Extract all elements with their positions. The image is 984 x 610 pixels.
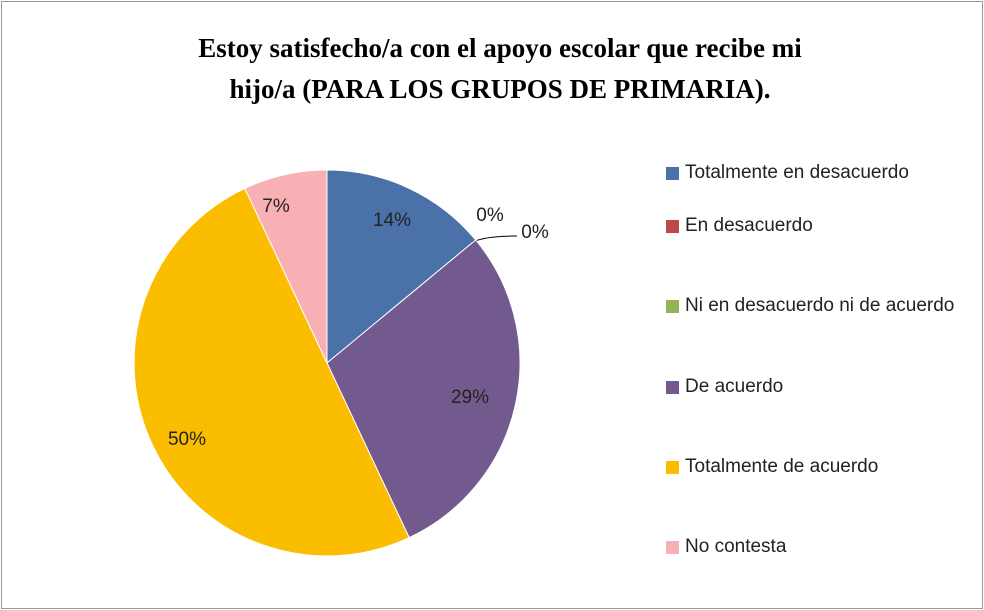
legend-swatch: [666, 381, 679, 394]
data-label: 0%: [521, 222, 549, 243]
legend-label: De acuerdo: [685, 376, 784, 397]
data-label: 29%: [451, 387, 489, 408]
legend-label: En desacuerdo: [685, 215, 813, 236]
legend-label: No contesta: [685, 536, 787, 557]
pie-slice: [326, 239, 521, 539]
legend-item: No contesta: [660, 530, 960, 564]
legend-swatch: [666, 541, 679, 554]
legend-swatch: [666, 220, 679, 233]
legend-label: Totalmente de acuerdo: [685, 456, 879, 477]
legend-item: Totalmente de acuerdo: [660, 450, 960, 484]
legend-swatch: [666, 300, 679, 313]
data-label: 14%: [373, 210, 411, 231]
pie-slice: [326, 169, 477, 365]
data-label: 50%: [168, 429, 206, 450]
legend-label: Totalmente en desacuerdo: [685, 162, 909, 183]
legend-item: En desacuerdo: [660, 209, 960, 243]
data-label: 0%: [476, 205, 504, 226]
legend-item: De acuerdo: [660, 370, 960, 404]
legend-label: Ni en desacuerdo ni de acuerdo: [685, 295, 955, 316]
data-label: 7%: [262, 196, 290, 217]
legend-swatch: [666, 461, 679, 474]
pie-slice: [244, 169, 328, 364]
legend-item: Totalmente en desacuerdo: [660, 156, 960, 190]
legend-swatch: [666, 167, 679, 180]
legend-item: Ni en desacuerdo ni de acuerdo: [660, 289, 960, 323]
pie-slice: [133, 187, 410, 557]
chart-title: Estoy satisfecho/a con el apoyo escolar …: [198, 33, 802, 63]
chart-title: hijo/a (PARA LOS GRUPOS DE PRIMARIA).: [229, 74, 770, 104]
